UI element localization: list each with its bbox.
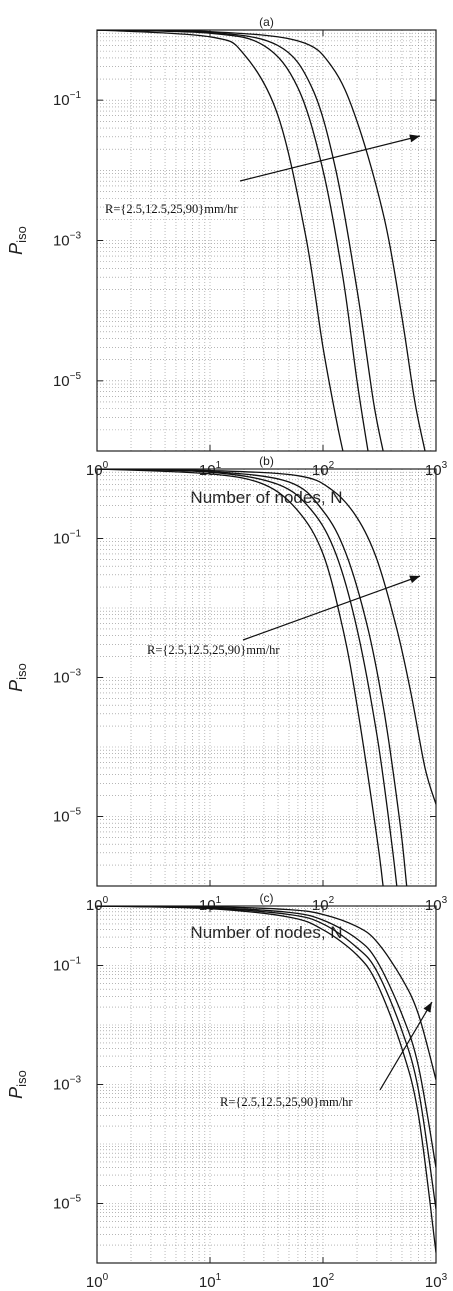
grid (96, 906, 436, 1264)
annotation-label: R={2.5,12.5,25,90}mm/hr (147, 643, 280, 657)
series-line-4 (97, 906, 436, 1080)
annotation-arrow (239, 134, 421, 182)
series-line-2 (97, 469, 398, 886)
series-line-1 (97, 30, 344, 451)
y-tick-label: 10−1 (53, 529, 82, 548)
annotation-label: R={2.5,12.5,25,90}mm/hr (220, 1095, 353, 1109)
series-line-4 (97, 30, 426, 451)
y-tick-label: 10−1 (53, 90, 82, 109)
x-tick-label: 100 (86, 1272, 109, 1291)
x-tick-label: 102 (312, 460, 335, 479)
y-tick-label: 10−5 (53, 371, 82, 390)
series-line-1 (97, 469, 384, 886)
x-tick-label: 102 (312, 1272, 335, 1291)
y-tick-label: 10−5 (53, 1194, 82, 1213)
series-line-1 (97, 906, 436, 1253)
series-line-2 (97, 30, 369, 451)
y-tick-label: 10−3 (53, 1075, 82, 1094)
x-tick-label: 100 (86, 460, 109, 479)
x-tick-label: 103 (425, 1272, 448, 1291)
series-line-3 (97, 906, 436, 1168)
y-axis-label: Piso (6, 663, 29, 692)
x-tick-label: 101 (199, 1272, 222, 1291)
annotation-arrow (242, 575, 421, 641)
grid (96, 30, 436, 452)
y-axis-label: Piso (6, 226, 29, 255)
series-line-2 (97, 906, 436, 1210)
series-line-3 (97, 469, 408, 886)
panel-title: (b) (259, 454, 274, 468)
annotation-label: R={2.5,12.5,25,90}mm/hr (105, 202, 238, 216)
x-tick-label: 100 (86, 895, 109, 914)
annotation-arrow (379, 1001, 433, 1091)
y-tick-label: 10−3 (53, 231, 82, 250)
grid (96, 469, 436, 887)
series-line-4 (97, 469, 436, 805)
panel-title: (c) (260, 891, 274, 905)
y-tick-label: 10−3 (53, 668, 82, 687)
x-axis-label: Number of nodes, N (190, 488, 342, 507)
y-tick-label: 10−1 (53, 956, 82, 975)
x-tick-label: 103 (425, 460, 448, 479)
x-axis-label: Number of nodes, N (190, 923, 342, 942)
panel-title: (a) (259, 15, 274, 29)
y-tick-label: 10−5 (53, 807, 82, 826)
chart-panel-3: 100 101 102 103 10−1 10−3 10−5 (c) Number of nod… (6, 891, 448, 1291)
y-axis-label: Piso (6, 1070, 29, 1099)
